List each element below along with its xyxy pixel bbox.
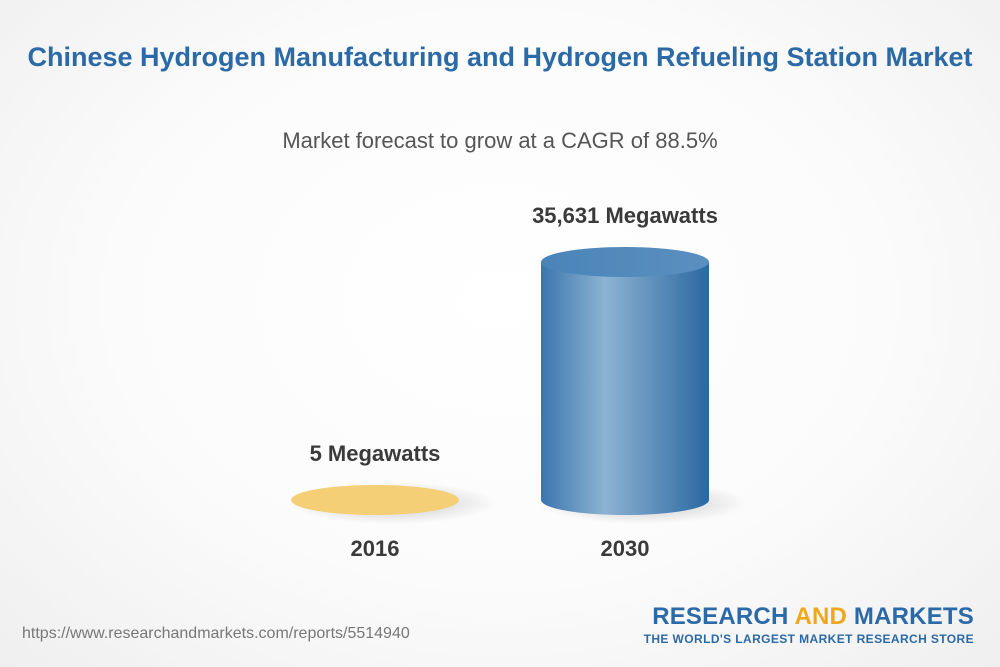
brand-tagline: THE WORLD'S LARGEST MARKET RESEARCH STOR…: [643, 632, 974, 646]
chart-subtitle: Market forecast to grow at a CAGR of 88.…: [282, 128, 718, 153]
chart-title: Chinese Hydrogen Manufacturing and Hydro…: [27, 42, 973, 72]
category-label-2016: 2016: [351, 536, 400, 561]
brand-logo: RESEARCH AND MARKETS THE WORLD'S LARGEST…: [643, 603, 974, 647]
category-label-2030: 2030: [601, 536, 650, 561]
bar-2016: [291, 485, 459, 515]
data-label-2016: 5 Megawatts: [310, 441, 441, 466]
data-label-2030: 35,631 Megawatts: [532, 203, 718, 228]
bar-2030: [541, 262, 709, 515]
bar-top-2030: [541, 247, 709, 277]
source-url[interactable]: https://www.researchandmarkets.com/repor…: [22, 625, 410, 642]
brand-name: RESEARCH AND MARKETS: [652, 603, 974, 630]
